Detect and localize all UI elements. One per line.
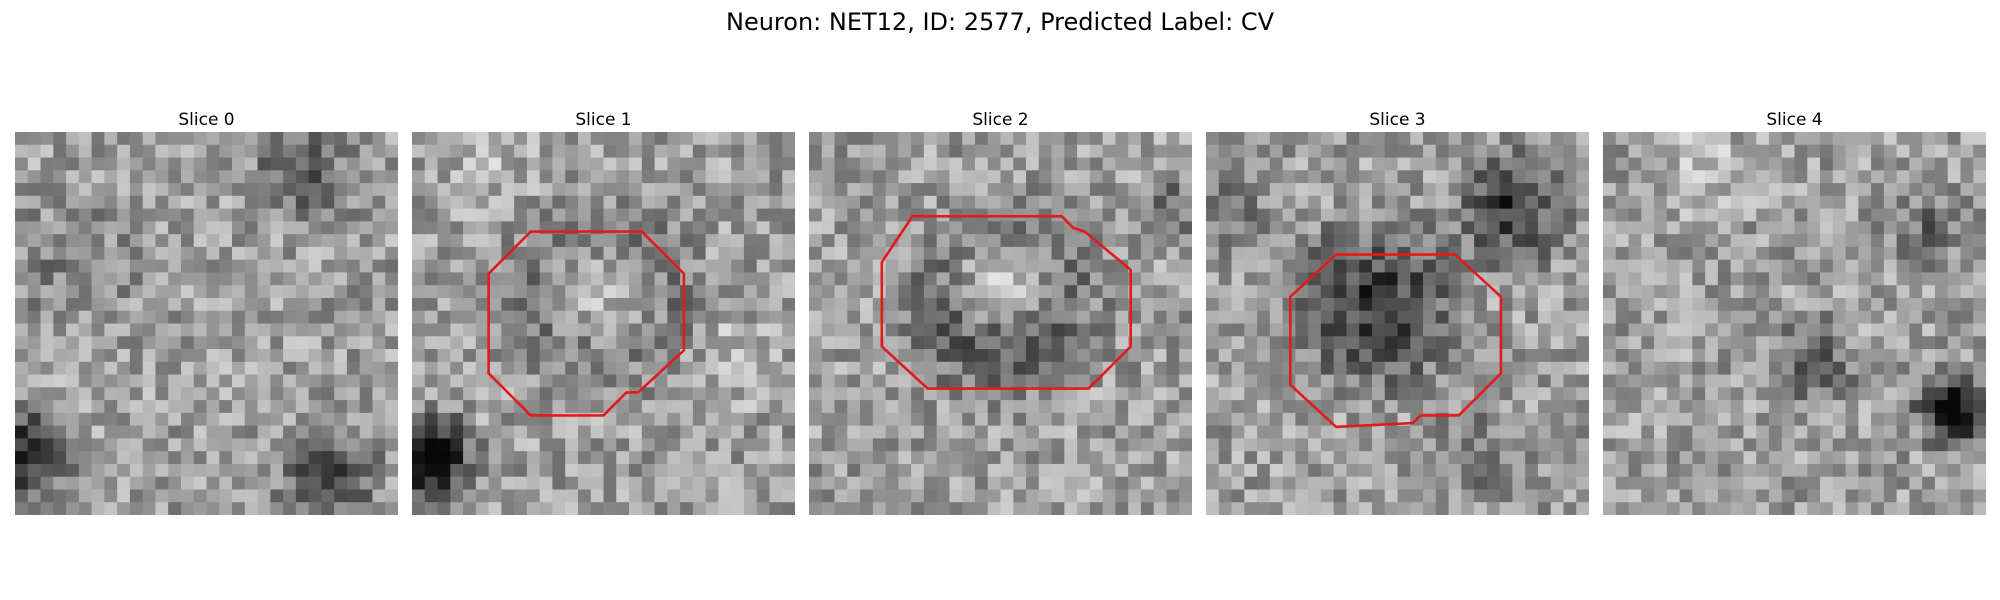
slice-image: [1603, 132, 1986, 515]
slice-title: Slice 1: [575, 110, 632, 130]
slice-title: Slice 2: [972, 110, 1029, 130]
roi-contour: [880, 215, 1133, 390]
slice-panel-2: Slice 2: [809, 108, 1192, 515]
slice-panel-0: Slice 0: [15, 108, 398, 515]
slice-image: [412, 132, 795, 515]
slice-title: Slice 4: [1766, 110, 1823, 130]
slice-panel-1: Slice 1: [412, 108, 795, 515]
roi-contour: [1289, 253, 1503, 429]
slice-panel-3: Slice 3: [1206, 108, 1589, 515]
roi-contour: [487, 230, 686, 417]
slice-title: Slice 3: [1369, 110, 1426, 130]
slice-title: Slice 0: [178, 110, 235, 130]
figure-title: Neuron: NET12, ID: 2577, Predicted Label…: [726, 8, 1274, 36]
slice-image: [15, 132, 398, 515]
slice-image: [809, 132, 1192, 515]
slice-panel-4: Slice 4: [1603, 108, 1986, 515]
slice-image: [1206, 132, 1589, 515]
